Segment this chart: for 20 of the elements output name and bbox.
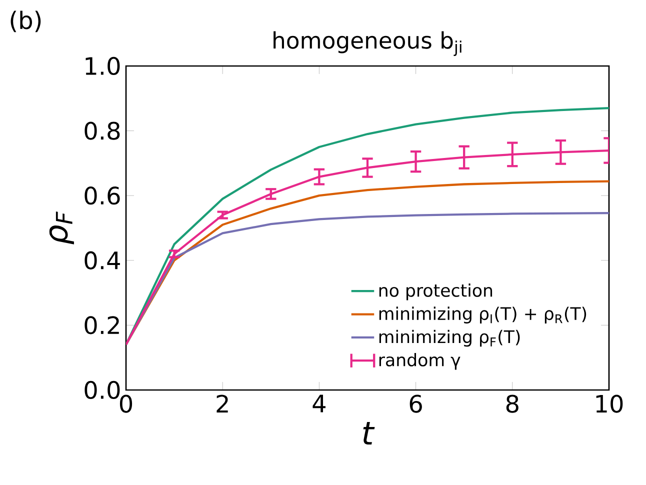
legend-label: random γ [379,353,460,370]
y-tick-label: 0.0 [84,380,120,400]
y-tick-label: 0.4 [84,251,120,270]
y-tick-label: 0.2 [84,316,119,334]
x-tick-label: 10 [596,394,623,413]
legend-label: minimizing ρ$_{F}$(T) [379,330,520,347]
x-tick-label: 6 [410,394,422,413]
x-tick-label: 2 [216,394,228,413]
legend-label: no protection [379,284,492,300]
y-axis-title: ρ$_{F}$ [49,211,74,244]
y-tick-label: 0.6 [84,186,120,205]
x-tick-label: 0 [120,394,132,413]
text: (b) [10,10,41,32]
y-tick-label: 0.8 [84,122,120,140]
y-tick-label: 1.0 [86,56,120,76]
x-tick-label: 8 [506,394,518,413]
chart-title: homogeneous b$_{ji}$ [274,31,462,56]
x-axis-title: t [363,422,375,444]
x-tick-label: 4 [312,394,326,412]
legend-label: minimizing ρ$_{I}$(T) + ρ$_{R}$(T) [379,306,586,324]
